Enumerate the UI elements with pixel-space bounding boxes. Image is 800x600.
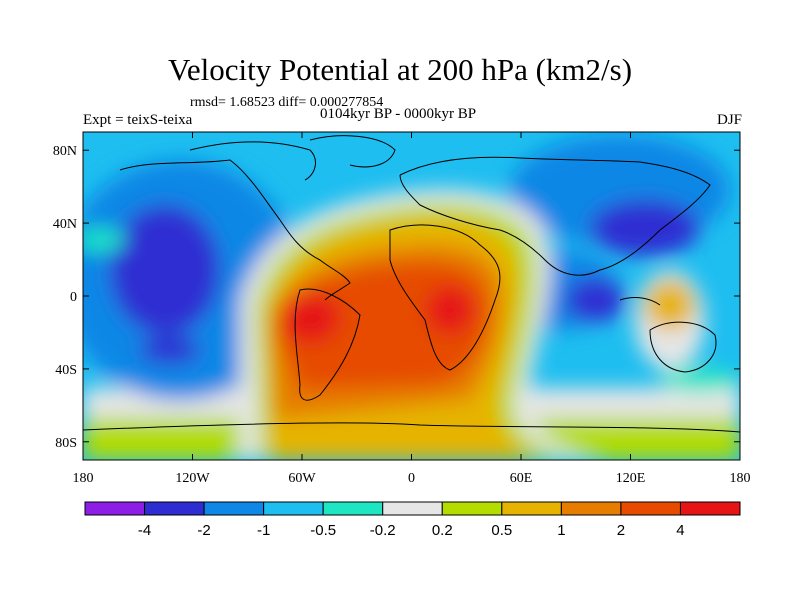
- colorbar-label: 1: [557, 522, 565, 539]
- colorbar-swatch: [322, 501, 384, 516]
- colorbar-label: 2: [617, 522, 625, 539]
- lon-tick-label: 120E: [616, 471, 646, 486]
- colorbar-label: 0.5: [491, 522, 512, 539]
- lon-tick-label: 180: [73, 471, 94, 486]
- stats-text: rmsd= 1.68523 diff= 0.000277854: [190, 95, 384, 110]
- colorbar-swatch: [382, 501, 443, 516]
- lon-tick-label: 60W: [288, 471, 316, 486]
- lon-tick-label: 180: [730, 471, 751, 486]
- lon-tick-label: 120W: [175, 471, 210, 486]
- colorbar-label: 4: [676, 522, 684, 539]
- lat-tick-label: 40N: [53, 217, 77, 232]
- lon-tick-label: 0: [408, 471, 415, 486]
- colorbar-label: -0.5: [310, 522, 336, 539]
- colorbar-swatch: [501, 501, 562, 516]
- colorbar-label: -0.2: [370, 522, 396, 539]
- period-text: 0104kyr BP - 0000kyr BP: [320, 106, 477, 122]
- colorbar-label: -2: [197, 522, 210, 539]
- colorbar-swatch: [560, 501, 622, 516]
- colorbar-swatch: [620, 501, 681, 516]
- colorbar-swatch: [441, 501, 503, 516]
- colorbar-swatch: [203, 501, 265, 516]
- season-label: DJF: [716, 112, 742, 128]
- colorbar-swatch: [144, 501, 205, 516]
- colorbar-label: -1: [257, 522, 270, 539]
- lat-tick-label: 80N: [53, 144, 77, 159]
- lat-tick-label: 0: [70, 290, 77, 305]
- plot-title: Velocity Potential at 200 hPa (km2/s): [167, 52, 633, 87]
- experiment-label: Expt = teixS-teixa: [83, 112, 193, 128]
- colorbar-swatch: [84, 501, 146, 516]
- lat-tick-label: 40S: [55, 363, 77, 378]
- colorbar-swatch: [679, 501, 741, 516]
- colorbar-label: -4: [138, 522, 151, 539]
- colorbar-swatch: [263, 501, 324, 516]
- lon-tick-label: 60E: [510, 471, 533, 486]
- lat-tick-label: 80S: [55, 436, 77, 451]
- contour-field: [83, 132, 740, 460]
- colorbar-label: 0.2: [432, 522, 453, 539]
- coastlines: [83, 135, 740, 433]
